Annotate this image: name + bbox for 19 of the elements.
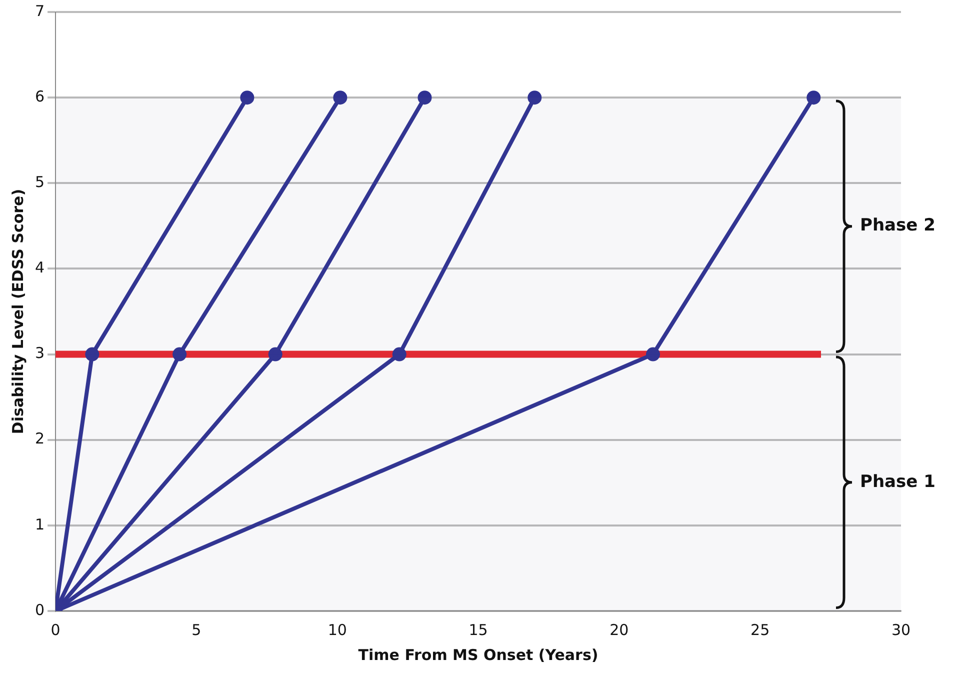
y-tick-label: 5 <box>34 173 45 192</box>
y-tick-label: 1 <box>34 515 45 534</box>
x-tick-label: 25 <box>750 620 770 639</box>
y-tick-label: 7 <box>34 2 45 20</box>
y-tick-label: 4 <box>34 258 45 277</box>
x-tick-label: 5 <box>192 620 202 639</box>
x-tick-label: 0 <box>50 620 60 639</box>
x-tick-label: 30 <box>891 620 911 639</box>
x-axis-title: Time From MS Onset (Years) <box>358 646 598 664</box>
y-axis-title: Disability Level (EDSS Score) <box>8 188 27 434</box>
x-tick-label: 15 <box>468 620 488 639</box>
x-tick-label: 10 <box>328 620 347 639</box>
y-tick-label: 0 <box>34 600 45 619</box>
y-tick-label: 2 <box>34 430 45 448</box>
y-tick-label: 3 <box>34 344 45 362</box>
x-tick-label: 20 <box>610 620 629 639</box>
y-tick-label: 6 <box>34 87 45 106</box>
band-label: Phase 2 <box>860 215 936 236</box>
band-label: Phase 1 <box>860 472 936 492</box>
